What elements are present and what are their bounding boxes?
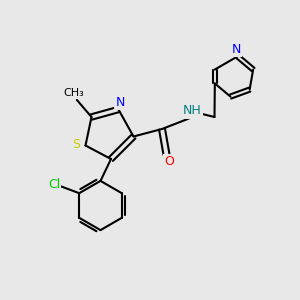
Text: CH₃: CH₃ <box>63 88 84 98</box>
Text: N: N <box>231 43 241 56</box>
Text: NH: NH <box>183 104 202 118</box>
Text: O: O <box>164 154 174 168</box>
Text: N: N <box>115 95 125 109</box>
Text: S: S <box>72 138 80 152</box>
Text: Cl: Cl <box>48 178 61 191</box>
